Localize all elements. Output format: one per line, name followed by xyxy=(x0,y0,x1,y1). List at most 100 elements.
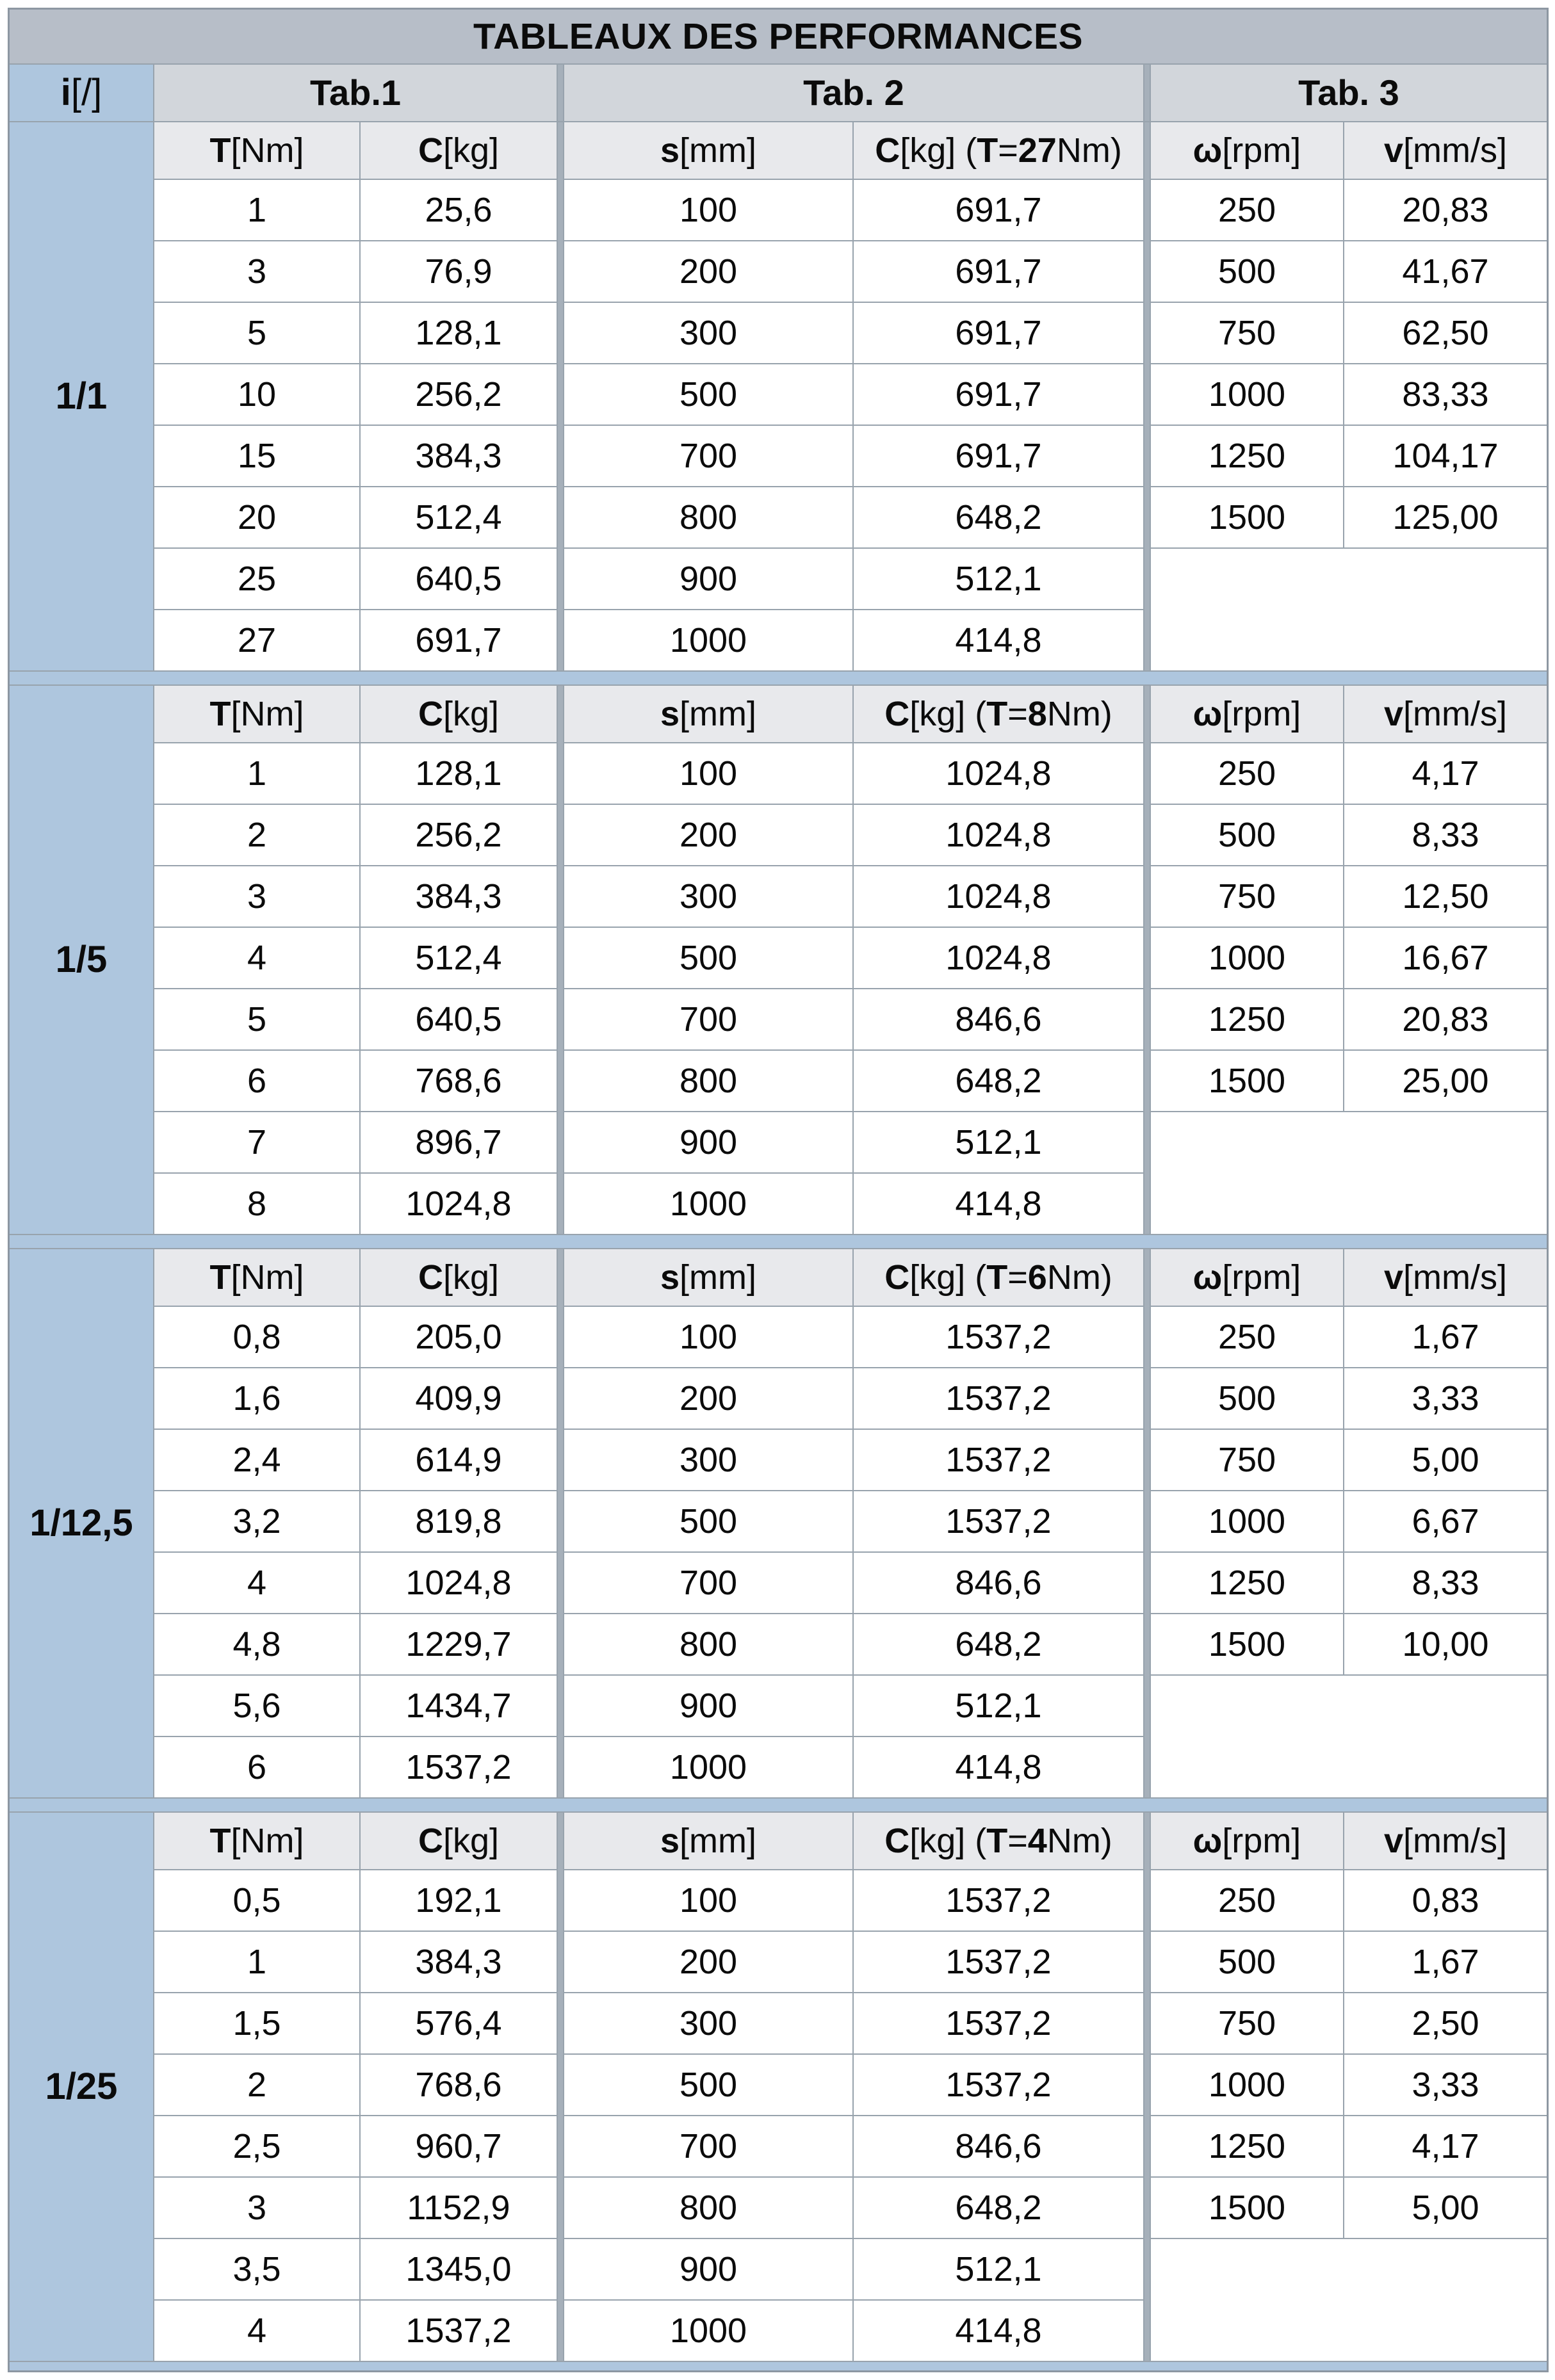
omega-cell: 250 xyxy=(1151,743,1343,804)
omega-cell: 250 xyxy=(1151,180,1343,240)
t-cell: 0,8 xyxy=(154,1307,359,1367)
s-cell: 200 xyxy=(564,241,852,302)
group-divider xyxy=(1144,1249,1150,1797)
s-cell: 100 xyxy=(564,1307,852,1367)
col-header-load-at-torque: C [kg] (T = 27 Nm) xyxy=(854,122,1143,179)
c-cell: 256,2 xyxy=(361,364,557,425)
s-cell: 100 xyxy=(564,180,852,240)
s-cell: 100 xyxy=(564,743,852,804)
c2-cell: 648,2 xyxy=(854,487,1143,547)
ratio-column-header: i [/] xyxy=(10,65,153,121)
ratio-section-1/5: 1/5 T [Nm] C [kg] s [mm] C [kg] (T = 8 Nm) ω [r… xyxy=(10,686,1547,1234)
omega-cell: 750 xyxy=(1151,303,1343,363)
s-cell: 500 xyxy=(564,2055,852,2115)
empty-cell xyxy=(1151,2239,1547,2361)
col-header-velocity: v [mm/s] xyxy=(1344,1249,1547,1306)
ratio-label: 1/25 xyxy=(10,1813,153,2361)
col-header-torque: T [Nm] xyxy=(154,1813,359,1869)
v-cell: 83,33 xyxy=(1344,364,1547,425)
c-cell: 1537,2 xyxy=(361,2301,557,2361)
c-cell: 691,7 xyxy=(361,610,557,670)
col-header-load: C [kg] xyxy=(361,1813,557,1869)
omega-cell: 500 xyxy=(1151,1368,1343,1429)
col-header-stroke: s [mm] xyxy=(564,122,852,179)
omega-cell: 1000 xyxy=(1151,2055,1343,2115)
t-cell: 4,8 xyxy=(154,1614,359,1674)
tab2-header: Tab. 2 xyxy=(564,65,1143,121)
t-cell: 3 xyxy=(154,2178,359,2238)
c2-cell: 1537,2 xyxy=(854,1430,1143,1490)
t-cell: 2 xyxy=(154,805,359,865)
c-cell: 192,1 xyxy=(361,1870,557,1931)
v-cell: 1,67 xyxy=(1344,1307,1547,1367)
c2-cell: 414,8 xyxy=(854,2301,1143,2361)
t-cell: 3 xyxy=(154,241,359,302)
v-cell: 10,00 xyxy=(1344,1614,1547,1674)
s-cell: 1000 xyxy=(564,2301,852,2361)
s-cell: 700 xyxy=(564,989,852,1049)
c2-cell: 1537,2 xyxy=(854,1993,1143,2053)
c-cell: 640,5 xyxy=(361,989,557,1049)
v-cell: 20,83 xyxy=(1344,989,1547,1049)
t-cell: 5 xyxy=(154,989,359,1049)
t-cell: 1,5 xyxy=(154,1993,359,2053)
col-header-load-at-torque: C [kg] (T = 4 Nm) xyxy=(854,1813,1143,1869)
t-cell: 20 xyxy=(154,487,359,547)
t-cell: 2,4 xyxy=(154,1430,359,1490)
section-separator xyxy=(10,1235,1547,1248)
v-cell: 41,67 xyxy=(1344,241,1547,302)
omega-cell: 500 xyxy=(1151,805,1343,865)
col-header-speed: ω [rpm] xyxy=(1151,1813,1343,1869)
col-header-load-at-torque: C [kg] (T = 8 Nm) xyxy=(854,686,1143,742)
c-cell: 384,3 xyxy=(361,866,557,927)
ratio-section-1/1: 1/1 T [Nm] C [kg] s [mm] C [kg] (T = 27 Nm) ω [… xyxy=(10,122,1547,670)
col-header-load-at-torque: C [kg] (T = 6 Nm) xyxy=(854,1249,1143,1306)
t-cell: 3 xyxy=(154,866,359,927)
s-cell: 100 xyxy=(564,1870,852,1931)
v-cell: 3,33 xyxy=(1344,1368,1547,1429)
s-cell: 200 xyxy=(564,1932,852,1992)
c-cell: 76,9 xyxy=(361,241,557,302)
t-cell: 6 xyxy=(154,1051,359,1111)
c-cell: 25,6 xyxy=(361,180,557,240)
v-cell: 20,83 xyxy=(1344,180,1547,240)
v-cell: 125,00 xyxy=(1344,487,1547,547)
c2-cell: 512,1 xyxy=(854,1676,1143,1736)
t-cell: 25 xyxy=(154,549,359,609)
empty-cell xyxy=(1151,1112,1547,1234)
v-cell: 5,00 xyxy=(1344,1430,1547,1490)
v-cell: 6,67 xyxy=(1344,1491,1547,1551)
omega-cell: 1500 xyxy=(1151,487,1343,547)
omega-cell: 250 xyxy=(1151,1870,1343,1931)
v-cell: 16,67 xyxy=(1344,928,1547,988)
t-cell: 5 xyxy=(154,303,359,363)
col-header-stroke: s [mm] xyxy=(564,686,852,742)
t-cell: 4 xyxy=(154,928,359,988)
c2-cell: 1537,2 xyxy=(854,1491,1143,1551)
c-cell: 1024,8 xyxy=(361,1553,557,1613)
performance-table: TABLEAUX DES PERFORMANCES i [/] Tab.1 Ta… xyxy=(8,8,1549,2372)
c-cell: 768,6 xyxy=(361,2055,557,2115)
s-cell: 1000 xyxy=(564,1737,852,1797)
s-cell: 700 xyxy=(564,426,852,486)
group-divider xyxy=(558,1813,563,2361)
c-cell: 960,7 xyxy=(361,2116,557,2176)
c2-cell: 691,7 xyxy=(854,364,1143,425)
c2-cell: 1024,8 xyxy=(854,743,1143,804)
s-cell: 1000 xyxy=(564,610,852,670)
tab1-header: Tab.1 xyxy=(154,65,557,121)
s-cell: 700 xyxy=(564,1553,852,1613)
group-divider xyxy=(1144,1813,1150,2361)
t-cell: 4 xyxy=(154,2301,359,2361)
col-header-load: C [kg] xyxy=(361,686,557,742)
t-cell: 8 xyxy=(154,1174,359,1234)
ratio-section-1/25: 1/25 T [Nm] C [kg] s [mm] C [kg] (T = 4 Nm) ω [… xyxy=(10,1813,1547,2361)
c2-cell: 846,6 xyxy=(854,2116,1143,2176)
v-cell: 3,33 xyxy=(1344,2055,1547,2115)
col-header-speed: ω [rpm] xyxy=(1151,1249,1343,1306)
c2-cell: 1024,8 xyxy=(854,866,1143,927)
v-cell: 8,33 xyxy=(1344,1553,1547,1613)
s-cell: 800 xyxy=(564,487,852,547)
v-cell: 4,17 xyxy=(1344,2116,1547,2176)
